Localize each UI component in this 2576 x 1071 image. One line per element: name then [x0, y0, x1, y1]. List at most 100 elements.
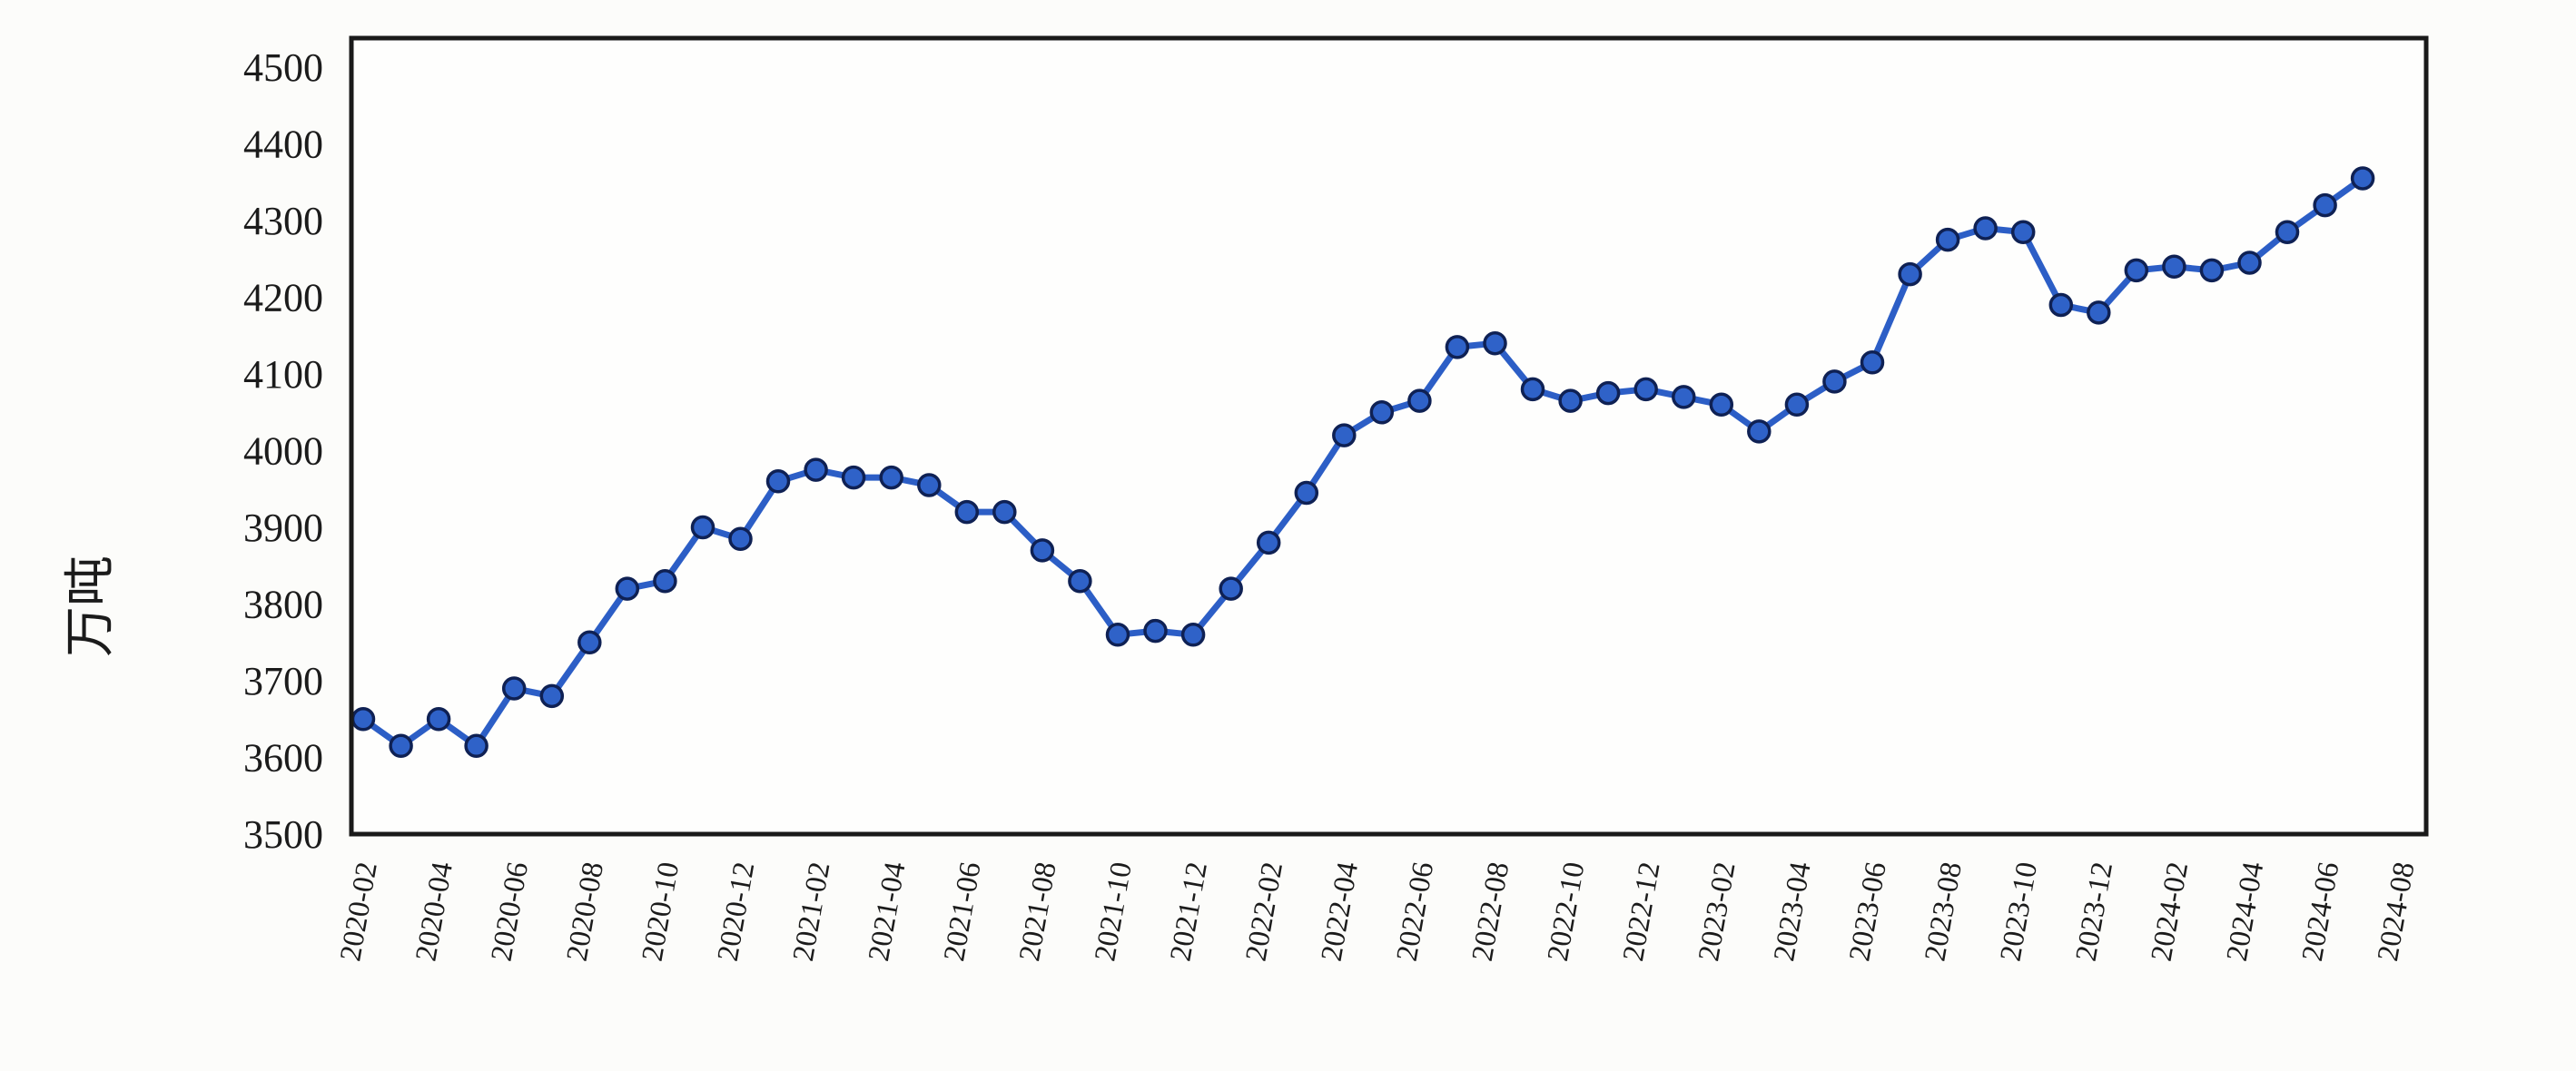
y-tick-label: 4100 [243, 352, 323, 397]
data-point [841, 465, 866, 490]
x-tick-label: 2020-10 [637, 860, 686, 964]
data-point [1256, 530, 1281, 555]
data-point [765, 469, 791, 494]
x-tick-label: 2021-02 [787, 860, 837, 964]
y-tick-label: 3700 [243, 659, 323, 703]
y-tick-label: 4300 [243, 199, 323, 243]
plot-background [351, 38, 2426, 834]
y-tick-label: 4200 [243, 276, 323, 320]
data-point [426, 707, 451, 732]
data-point [954, 499, 980, 525]
x-tick-label: 2022-12 [1617, 860, 1667, 964]
data-point [917, 473, 942, 497]
y-tick-label: 3800 [243, 583, 323, 627]
data-point [2237, 251, 2262, 275]
data-series [350, 166, 2375, 759]
data-point [1747, 419, 1772, 444]
data-point [1483, 330, 1507, 356]
y-axis: 3500 3600 3700 3800 3900 4000 4100 4200 4300 4400… [243, 45, 323, 857]
x-tick-label: 2024-08 [2372, 860, 2422, 964]
x-tick-label: 2021-04 [863, 860, 913, 964]
data-point [1219, 576, 1243, 601]
data-point [350, 707, 376, 732]
x-tick-label: 2023-02 [1693, 860, 1742, 964]
data-point [615, 576, 640, 601]
y-tick-label: 3500 [243, 812, 323, 857]
plot-border [349, 35, 2429, 837]
data-point [2048, 292, 2074, 318]
data-point [2087, 300, 2111, 325]
data-point [1068, 568, 1092, 594]
y-tick-label: 3900 [243, 506, 323, 550]
x-tick-label: 2021-08 [1013, 860, 1063, 964]
y-tick-label: 4000 [243, 429, 323, 474]
y-tick-label: 3600 [243, 736, 323, 781]
x-tick-label: 2022-08 [1466, 860, 1516, 964]
data-point [1973, 216, 1998, 241]
data-point [653, 568, 677, 594]
data-point [1898, 261, 1922, 287]
data-point [728, 526, 753, 551]
data-point [1633, 377, 1658, 402]
data-point [1407, 388, 1432, 413]
x-tick-label: 2023-12 [2070, 860, 2120, 964]
x-tick-label: 2020-12 [712, 860, 762, 964]
data-point [577, 630, 602, 655]
data-point [804, 457, 828, 482]
data-point [2162, 254, 2186, 279]
data-point [2010, 220, 2036, 244]
data-point [1784, 392, 1810, 418]
x-tick-label: 2021-12 [1164, 860, 1214, 964]
data-point [389, 733, 413, 759]
data-point [1030, 538, 1055, 563]
x-tick-label: 2023-10 [1995, 860, 2045, 964]
x-tick-label: 2022-04 [1316, 860, 1366, 964]
x-tick-label: 2023-04 [1768, 860, 1818, 964]
data-point [1822, 369, 1847, 394]
data-point [1143, 618, 1168, 644]
data-point [1709, 392, 1734, 418]
y-tick-label: 4400 [243, 123, 323, 167]
data-point [2124, 258, 2149, 283]
data-point [1558, 388, 1583, 413]
data-point [2275, 220, 2300, 244]
data-point [1860, 350, 1885, 375]
x-tick-label: 2022-10 [1542, 860, 1592, 964]
x-tick-label: 2024-06 [2296, 860, 2346, 964]
x-tick-label: 2020-02 [334, 860, 384, 964]
data-point [1672, 385, 1696, 409]
x-tick-label: 2022-02 [1240, 860, 1290, 964]
x-tick-label: 2021-10 [1089, 860, 1139, 964]
data-point [1369, 400, 1395, 425]
x-tick-label: 2020-06 [486, 860, 536, 964]
data-point [1935, 227, 1960, 252]
plot-area [351, 38, 2426, 834]
data-point [1445, 335, 1470, 359]
x-axis: 2020-02 2020-04 2020-06 2020-08 2020-10 2020-… [334, 860, 2421, 964]
data-point [992, 499, 1017, 525]
data-point [2199, 258, 2225, 283]
data-point [1105, 623, 1130, 647]
y-tick-label: 4500 [243, 45, 323, 90]
y-axis-title: 万吨 [63, 555, 119, 657]
data-point [1332, 423, 1357, 447]
x-tick-label: 2020-04 [410, 860, 459, 964]
data-point [539, 683, 565, 709]
x-tick-label: 2024-02 [2146, 860, 2196, 964]
data-point [2313, 192, 2337, 218]
data-point [690, 515, 716, 540]
x-tick-label: 2023-08 [1919, 860, 1969, 964]
data-point [1520, 377, 1545, 402]
data-point [1180, 623, 1206, 647]
data-point [501, 676, 527, 701]
data-point [1595, 380, 1621, 406]
x-tick-label: 2020-08 [561, 860, 611, 964]
x-tick-label: 2024-04 [2221, 860, 2271, 964]
data-point [2350, 166, 2375, 191]
x-tick-label: 2021-06 [938, 860, 988, 964]
x-tick-label: 2022-06 [1391, 860, 1441, 964]
data-point [464, 733, 489, 759]
x-tick-label: 2023-06 [1843, 860, 1893, 964]
